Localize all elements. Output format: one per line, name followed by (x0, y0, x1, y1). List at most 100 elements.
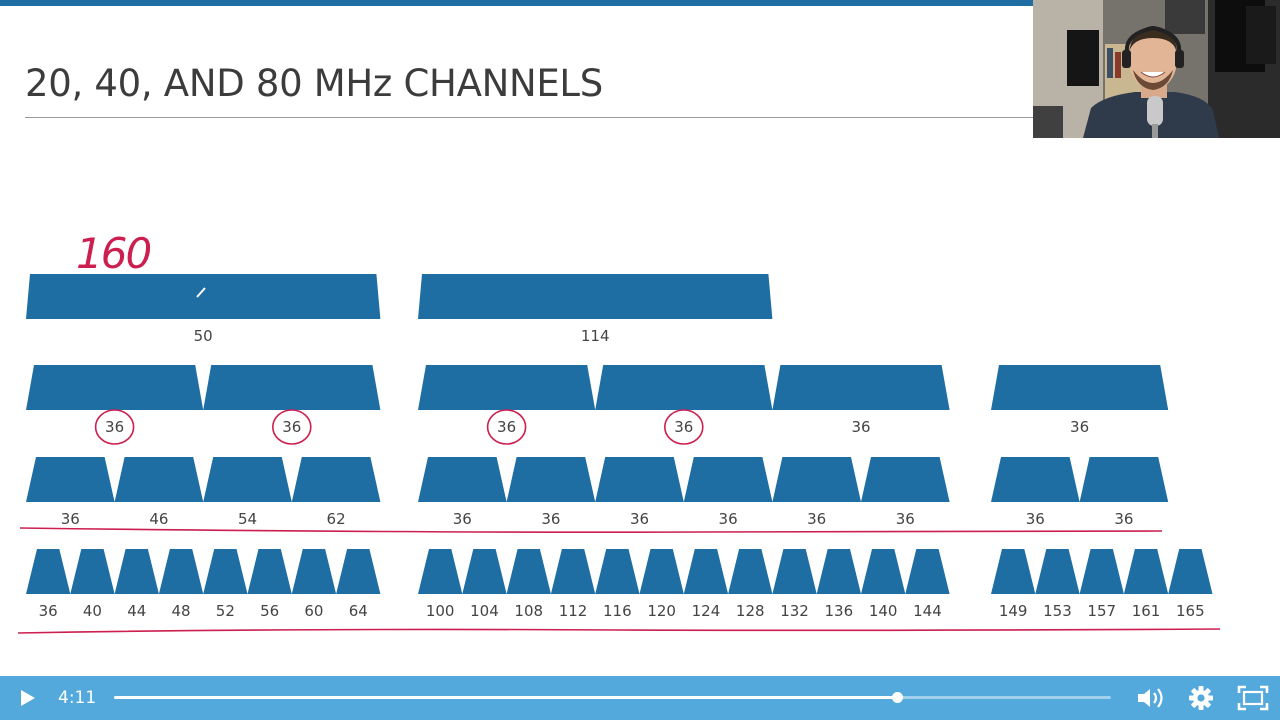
channel-label-20mhz: 60 (304, 602, 323, 620)
channel-label-40mhz: 36 (896, 510, 915, 528)
channel-label-40mhz: 36 (541, 510, 560, 528)
channel-label-80mhz: 36 (282, 418, 301, 436)
channel-block-40mhz (991, 457, 1080, 502)
channel-label-20mhz: 112 (559, 602, 588, 620)
channel-labels: 50 114 36 36 36 36 36 36 36 46 54 62 36 36 36 36 36 36 36 3… (39, 327, 1205, 620)
channel-label-20mhz: 48 (172, 602, 191, 620)
play-button[interactable] (12, 684, 42, 712)
channel-label-20mhz: 104 (470, 602, 499, 620)
progress-fill (114, 696, 897, 699)
channel-block-20mhz (506, 549, 551, 594)
volume-icon (1138, 688, 1163, 708)
channel-label-20mhz: 165 (1176, 602, 1205, 620)
channel-label-40mhz: 36 (719, 510, 738, 528)
presenter-webcam-image (1033, 0, 1280, 138)
underline-20mhz-annotation (17, 628, 1221, 634)
channel-block-80mhz (595, 365, 773, 410)
channel-block-80mhz (26, 365, 204, 410)
channel-label-80mhz: 36 (497, 418, 516, 436)
channel-block-40mhz (26, 457, 115, 502)
channel-block-40mhz (506, 457, 596, 502)
channel-block-40mhz (1079, 457, 1169, 502)
volume-button[interactable] (1134, 684, 1168, 712)
channel-label-20mhz: 149 (999, 602, 1028, 620)
channel-block-20mhz (861, 549, 906, 594)
slide: 20, 40, AND 80 MHz CHANNELS 50 114 36 36 36 3… (0, 0, 1280, 634)
channel-block-20mhz (772, 549, 817, 594)
channel-label-40mhz: 62 (327, 510, 346, 528)
channel-label-20mhz: 136 (825, 602, 854, 620)
channel-block-20mhz (26, 549, 71, 594)
channel-diagram: 50 114 36 36 36 36 36 36 36 46 54 62 36 36 36 36 36 36 36 3… (17, 229, 1221, 634)
progress-bar[interactable] (114, 692, 1111, 703)
channel-block-20mhz (683, 549, 729, 594)
channel-block-20mhz (639, 549, 684, 594)
slide-top-bar (0, 0, 1280, 6)
settings-button[interactable] (1186, 683, 1216, 713)
channel-block-20mhz (1168, 549, 1213, 594)
channel-label-20mhz: 132 (780, 602, 809, 620)
channel-block-20mhz (114, 549, 159, 594)
channel-label-20mhz: 52 (216, 602, 235, 620)
channel-block-20mhz (1079, 549, 1124, 594)
slide-title: 20, 40, AND 80 MHz CHANNELS (25, 62, 603, 105)
channel-block-20mhz (728, 549, 773, 594)
channel-block-40mhz (203, 457, 292, 502)
channel-label-160mhz: 114 (581, 327, 610, 345)
title-divider (25, 117, 1035, 118)
channel-block-20mhz (70, 549, 115, 594)
channel-block-80mhz (991, 365, 1169, 410)
channel-label-40mhz: 36 (807, 510, 826, 528)
progress-handle[interactable] (891, 692, 903, 703)
fullscreen-icon (1237, 685, 1269, 711)
current-time: 4:11 (58, 688, 97, 708)
channel-label-20mhz: 140 (869, 602, 898, 620)
channel-label-160mhz: 50 (194, 327, 213, 345)
channel-blocks (26, 274, 1213, 594)
circled-channel-annotation (486, 409, 527, 445)
channel-label-20mhz: 153 (1043, 602, 1072, 620)
channel-label-80mhz: 36 (105, 418, 124, 436)
channel-label-20mhz: 100 (426, 602, 455, 620)
channel-block-20mhz (462, 549, 507, 594)
channel-block-20mhz (550, 549, 596, 594)
channel-block-20mhz (158, 549, 204, 594)
channel-block-20mhz (336, 549, 381, 594)
channel-label-80mhz: 36 (851, 418, 870, 436)
channel-block-20mhz (291, 549, 337, 594)
channel-label-20mhz: 161 (1132, 602, 1161, 620)
pen-cursor-icon (196, 287, 206, 298)
channel-block-40mhz (861, 457, 950, 502)
channel-label-20mhz: 157 (1087, 602, 1116, 620)
channel-block-20mhz (418, 549, 463, 594)
handwritten-160-note: 160 (76, 229, 150, 278)
fullscreen-button[interactable] (1236, 684, 1270, 712)
channel-label-20mhz: 128 (736, 602, 765, 620)
channel-label-40mhz: 36 (1114, 510, 1133, 528)
settings-gear-icon (1189, 686, 1213, 710)
channel-block-160mhz (418, 274, 773, 319)
channel-label-20mhz: 36 (39, 602, 58, 620)
channel-label-20mhz: 44 (127, 602, 146, 620)
channel-block-20mhz (247, 549, 292, 594)
annotation-ink: 160 (17, 229, 1221, 634)
channel-block-20mhz (1123, 549, 1169, 594)
channel-label-20mhz: 40 (83, 602, 102, 620)
circled-channel-annotation (271, 409, 312, 445)
channel-label-20mhz: 124 (692, 602, 721, 620)
underline-40mhz-annotation (19, 527, 1163, 533)
channel-block-20mhz (203, 549, 248, 594)
channel-label-40mhz: 36 (453, 510, 472, 528)
channel-label-20mhz: 120 (647, 602, 676, 620)
channel-block-80mhz (772, 365, 950, 410)
circled-channel-annotation (663, 409, 704, 445)
channel-label-20mhz: 116 (603, 602, 632, 620)
channel-label-40mhz: 36 (1026, 510, 1045, 528)
channel-label-20mhz: 108 (514, 602, 543, 620)
channel-label-80mhz: 36 (1070, 418, 1089, 436)
channel-label-80mhz: 36 (674, 418, 693, 436)
channel-block-80mhz (203, 365, 381, 410)
play-icon (21, 690, 35, 706)
channel-block-40mhz (772, 457, 861, 502)
channel-block-80mhz (418, 365, 596, 410)
